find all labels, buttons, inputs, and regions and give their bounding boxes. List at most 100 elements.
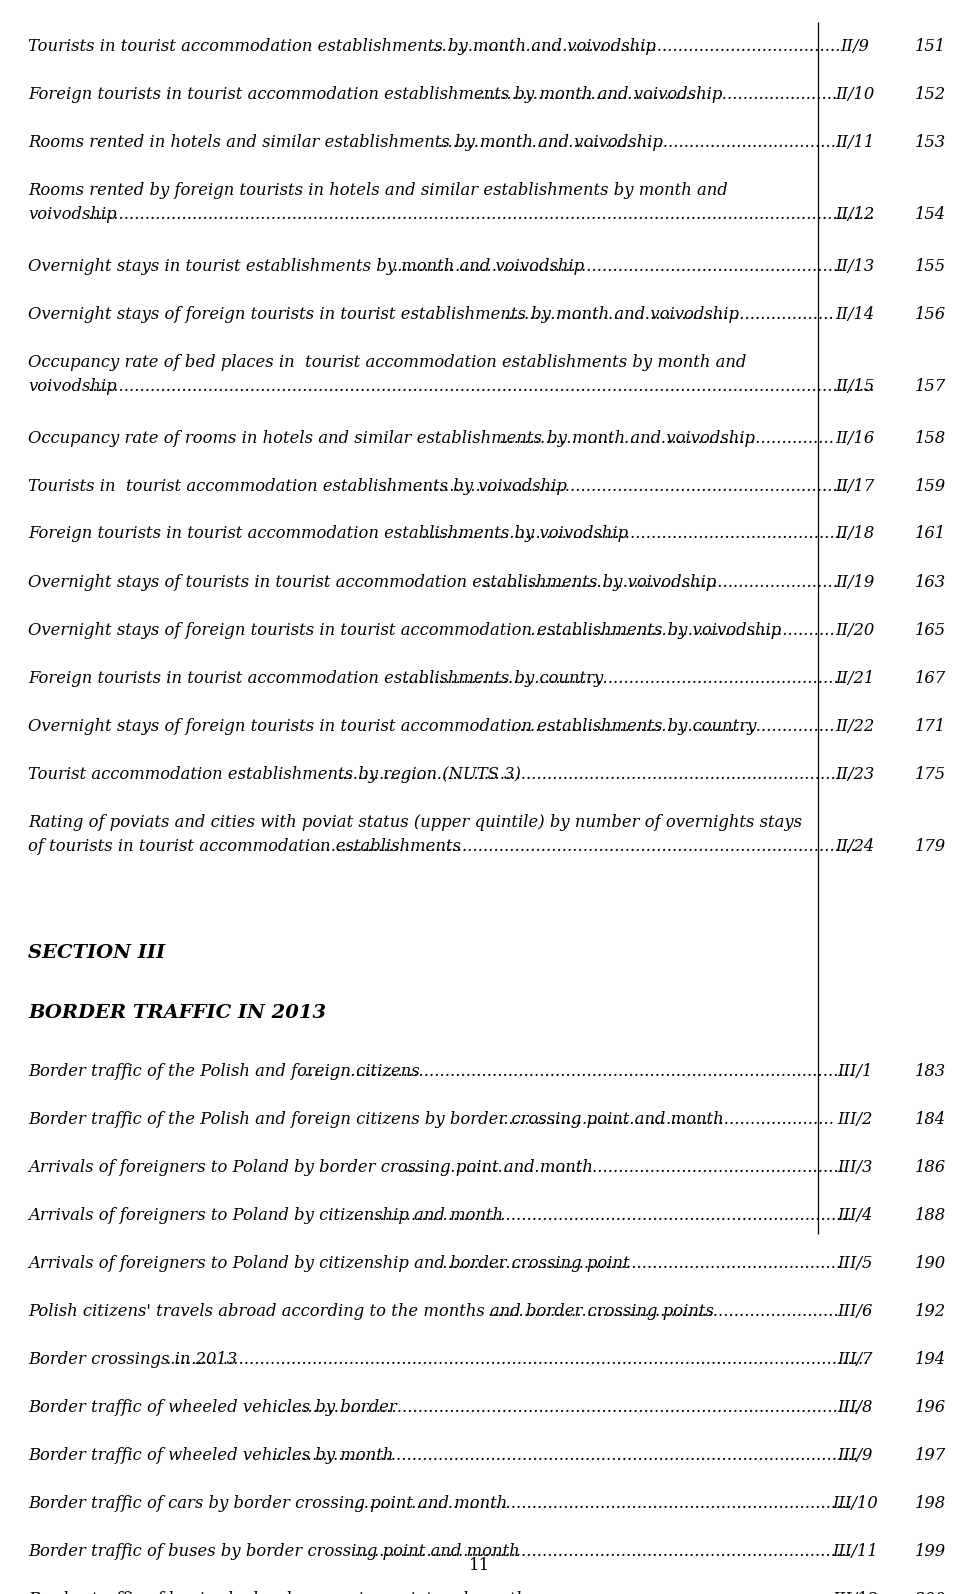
Text: Tourists in tourist accommodation establishments by month and voivodship: Tourists in tourist accommodation establ… — [28, 38, 656, 54]
Text: ................................................................................: ........................................… — [354, 1543, 852, 1559]
Text: II/17: II/17 — [835, 478, 875, 494]
Text: ................................................................: ........................................… — [498, 1111, 834, 1127]
Text: II/24: II/24 — [835, 837, 875, 854]
Text: 171: 171 — [915, 717, 946, 735]
Text: 154: 154 — [915, 206, 946, 223]
Text: ...............................................................: ........................................… — [504, 306, 834, 322]
Text: Border traffic of the Polish and foreign citizens: Border traffic of the Polish and foreign… — [28, 1063, 420, 1079]
Text: Overnight stays of tourists in tourist accommodation establishments by voivodshi: Overnight stays of tourists in tourist a… — [28, 574, 716, 590]
Text: II/12: II/12 — [835, 206, 875, 223]
Text: Foreign tourists in tourist accommodation establishments by month and voivodship: Foreign tourists in tourist accommodatio… — [28, 86, 722, 102]
Text: ..............................................................................: ........................................… — [432, 38, 841, 54]
Text: 192: 192 — [915, 1302, 946, 1320]
Text: ................................................................................: ........................................… — [348, 1207, 852, 1224]
Text: III/11: III/11 — [832, 1543, 877, 1559]
Text: ................................................................................: ........................................… — [87, 378, 875, 394]
Text: 179: 179 — [915, 837, 946, 854]
Text: 159: 159 — [915, 478, 946, 494]
Text: Border traffic of wheeled vehicles by border: Border traffic of wheeled vehicles by bo… — [28, 1398, 396, 1415]
Text: III/12: III/12 — [832, 1591, 877, 1594]
Text: III/1: III/1 — [837, 1063, 873, 1079]
Text: 200: 200 — [915, 1591, 946, 1594]
Text: ................................................................................: ........................................… — [87, 206, 875, 223]
Text: ................................................................................: ........................................… — [348, 1495, 852, 1511]
Text: 199: 199 — [915, 1543, 946, 1559]
Text: of tourists in tourist accommodation establishments: of tourists in tourist accommodation est… — [28, 837, 461, 854]
Text: ....................................................................: ........................................… — [482, 574, 838, 590]
Text: III/10: III/10 — [832, 1495, 877, 1511]
Text: Overnight stays of foreign tourists in tourist accommodation establishments by v: Overnight stays of foreign tourists in t… — [28, 622, 781, 639]
Text: Border traffic of cars by border crossing point and month: Border traffic of cars by border crossin… — [28, 1495, 507, 1511]
Text: 167: 167 — [915, 669, 946, 687]
Text: 155: 155 — [915, 258, 946, 274]
Text: II/21: II/21 — [835, 669, 875, 687]
Text: ................................................................................: ........................................… — [304, 1063, 855, 1079]
Text: ................................................................................: ........................................… — [393, 258, 844, 274]
Text: Overnight stays of foreign tourists in tourist accommodation establishments by c: Overnight stays of foreign tourists in t… — [28, 717, 756, 735]
Text: ................................................................................: ........................................… — [165, 1350, 869, 1368]
Text: Border traffic of lorries by border crossing point and month: Border traffic of lorries by border cros… — [28, 1591, 526, 1594]
Text: 163: 163 — [915, 574, 946, 590]
Text: BORDER TRAFFIC IN 2013: BORDER TRAFFIC IN 2013 — [28, 1004, 326, 1022]
Text: III/3: III/3 — [837, 1159, 873, 1175]
Text: Overnight stays of foreign tourists in tourist establishments by month and voivo: Overnight stays of foreign tourists in t… — [28, 306, 739, 322]
Text: 197: 197 — [915, 1446, 946, 1463]
Text: III/7: III/7 — [837, 1350, 873, 1368]
Text: ................................................................................: ........................................… — [404, 1159, 845, 1175]
Text: Polish citizens' travels abroad according to the months and border crossing poin: Polish citizens' travels abroad accordin… — [28, 1302, 714, 1320]
Text: ................................................................................: ........................................… — [382, 478, 849, 494]
Text: SECTION III: SECTION III — [28, 944, 165, 963]
Text: Foreign tourists in tourist accommodation establishments by country: Foreign tourists in tourist accommodatio… — [28, 669, 603, 687]
Text: ...........................................................: ........................................… — [526, 622, 836, 639]
Text: voivodship: voivodship — [28, 378, 116, 394]
Text: III/2: III/2 — [837, 1111, 873, 1127]
Text: III/5: III/5 — [837, 1254, 873, 1272]
Text: Arrivals of foreigners to Poland by border crossing point and month: Arrivals of foreigners to Poland by bord… — [28, 1159, 593, 1175]
Text: ................................................................................: ........................................… — [420, 526, 846, 542]
Text: Arrivals of foreigners to Poland by citizenship and month: Arrivals of foreigners to Poland by citi… — [28, 1207, 503, 1224]
Text: 157: 157 — [915, 378, 946, 394]
Text: 190: 190 — [915, 1254, 946, 1272]
Text: III/8: III/8 — [837, 1398, 873, 1415]
Text: Border traffic of wheeled vehicles by month: Border traffic of wheeled vehicles by mo… — [28, 1446, 394, 1463]
Text: Border traffic of the Polish and foreign citizens by border crossing point and m: Border traffic of the Polish and foreign… — [28, 1111, 724, 1127]
Text: 153: 153 — [915, 134, 946, 150]
Text: 156: 156 — [915, 306, 946, 322]
Text: Tourist accommodation establishments by region (NUTS 3): Tourist accommodation establishments by … — [28, 765, 521, 783]
Text: 186: 186 — [915, 1159, 946, 1175]
Text: Rating of poviats and cities with poviat status (upper quintile) by number of ov: Rating of poviats and cities with poviat… — [28, 813, 802, 830]
Text: II/15: II/15 — [835, 378, 875, 394]
Text: Border traffic of buses by border crossing point and month: Border traffic of buses by border crossi… — [28, 1543, 519, 1559]
Text: II/20: II/20 — [835, 622, 875, 639]
Text: 183: 183 — [915, 1063, 946, 1079]
Text: Overnight stays in tourist establishments by month and voivodship: Overnight stays in tourist establishment… — [28, 258, 584, 274]
Text: 184: 184 — [915, 1111, 946, 1127]
Text: .............................................................................: ........................................… — [437, 1254, 841, 1272]
Text: 11: 11 — [469, 1556, 491, 1573]
Text: ..............................................................: ........................................… — [510, 717, 835, 735]
Text: 198: 198 — [915, 1495, 946, 1511]
Text: Occupancy rate of bed places in  tourist accommodation establishments by month a: Occupancy rate of bed places in tourist … — [28, 354, 746, 370]
Text: II/19: II/19 — [835, 574, 875, 590]
Text: Border crossings in 2013: Border crossings in 2013 — [28, 1350, 237, 1368]
Text: Rooms rented in hotels and similar establishments by month and voivodship: Rooms rented in hotels and similar estab… — [28, 134, 662, 150]
Text: II/13: II/13 — [835, 258, 875, 274]
Text: 188: 188 — [915, 1207, 946, 1224]
Text: ................................................................: ........................................… — [498, 429, 834, 446]
Text: III/4: III/4 — [837, 1207, 873, 1224]
Text: II/14: II/14 — [835, 306, 875, 322]
Text: 161: 161 — [915, 526, 946, 542]
Text: Rooms rented by foreign tourists in hotels and similar establishments by month a: Rooms rented by foreign tourists in hote… — [28, 182, 728, 199]
Text: ................................................................................: ........................................… — [404, 669, 845, 687]
Text: II/18: II/18 — [835, 526, 875, 542]
Text: 152: 152 — [915, 86, 946, 102]
Text: .............................................................................: ........................................… — [437, 134, 841, 150]
Text: II/9: II/9 — [841, 38, 870, 54]
Text: 158: 158 — [915, 429, 946, 446]
Text: ...................................................................: ........................................… — [487, 1302, 839, 1320]
Text: Foreign tourists in tourist accommodation establishments by voivodship: Foreign tourists in tourist accommodatio… — [28, 526, 628, 542]
Text: Occupancy rate of rooms in hotels and similar establishments by month and voivod: Occupancy rate of rooms in hotels and si… — [28, 429, 755, 446]
Text: 175: 175 — [915, 765, 946, 783]
Text: ................................................................................: ........................................… — [365, 1591, 848, 1594]
Text: voivodship: voivodship — [28, 206, 116, 223]
